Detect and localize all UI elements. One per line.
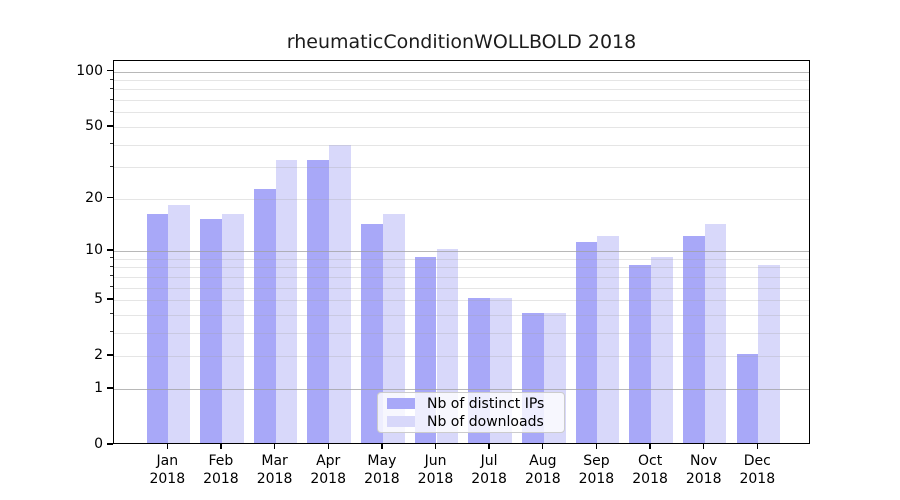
x-tick-jul bbox=[488, 444, 490, 449]
x-tick-apr bbox=[327, 444, 329, 449]
minor-gridline-70 bbox=[114, 100, 809, 102]
bar-feb-downloads bbox=[221, 213, 244, 443]
x-tick-label-mar: Mar 2018 bbox=[256, 453, 293, 487]
x-tick-label-feb: Feb 2018 bbox=[203, 453, 239, 487]
y-minor-tick-30 bbox=[110, 165, 113, 167]
y-minor-tick-8 bbox=[110, 265, 113, 267]
minor-gridline-40 bbox=[114, 144, 809, 146]
x-tick-label-apr: Apr 2018 bbox=[310, 453, 346, 487]
x-tick-jan bbox=[166, 444, 168, 449]
y-tick-100 bbox=[107, 69, 113, 72]
y-minor-tick-40 bbox=[110, 143, 113, 144]
legend-item-distinct-ips: Nb of distinct IPs bbox=[378, 395, 564, 412]
y-tick-label-5: 5 bbox=[94, 291, 103, 307]
legend-label-distinct-ips: Nb of distinct IPs bbox=[427, 395, 545, 412]
bar-dec-downloads bbox=[758, 265, 781, 443]
bar-apr-ips bbox=[307, 160, 330, 443]
major-gridline-10 bbox=[114, 251, 809, 252]
y-minor-tick-7 bbox=[110, 275, 113, 277]
x-tick-label-oct: Oct 2018 bbox=[632, 453, 668, 487]
major-gridline-1 bbox=[114, 388, 809, 390]
y-minor-tick-3 bbox=[110, 331, 113, 333]
minor-gridline-30 bbox=[114, 167, 809, 169]
y-tick-1 bbox=[107, 387, 113, 389]
minor-gridline-80 bbox=[114, 89, 809, 91]
minor-gridline-9 bbox=[114, 258, 809, 260]
x-tick-mar bbox=[273, 444, 276, 449]
legend-item-downloads: Nb of downloads bbox=[378, 413, 564, 430]
x-tick-dec bbox=[756, 444, 758, 449]
chart-title: rheumaticConditionWOLLBOLD 2018 bbox=[286, 31, 637, 53]
y-tick-label-0: 0 bbox=[94, 436, 103, 452]
x-tick-label-nov: Nov 2018 bbox=[685, 453, 722, 487]
x-tick-label-aug: Aug 2018 bbox=[524, 453, 561, 487]
y-minor-tick-80 bbox=[110, 87, 113, 89]
y-tick-50 bbox=[107, 125, 113, 127]
y-tick-label-100: 100 bbox=[76, 62, 103, 79]
x-tick-aug bbox=[542, 444, 544, 449]
minor-gridline-8 bbox=[114, 267, 809, 269]
legend: Nb of distinct IPs Nb of downloads bbox=[377, 392, 565, 433]
x-tick-label-jun: Jun 2018 bbox=[417, 453, 454, 487]
plot-area bbox=[113, 60, 810, 444]
legend-label-downloads: Nb of downloads bbox=[427, 413, 544, 430]
x-tick-nov bbox=[703, 444, 705, 449]
x-tick-feb bbox=[220, 444, 222, 449]
y-minor-tick-4 bbox=[110, 313, 113, 315]
x-tick-label-dec: Dec 2018 bbox=[739, 453, 776, 487]
x-tick-oct bbox=[649, 444, 651, 449]
y-minor-tick-70 bbox=[110, 98, 113, 100]
bar-may-ips bbox=[361, 223, 383, 443]
x-tick-may bbox=[381, 444, 383, 449]
minor-gridline-5 bbox=[114, 300, 809, 301]
bar-apr-downloads bbox=[329, 144, 352, 443]
y-tick-label-20: 20 bbox=[85, 189, 103, 206]
x-tick-sep bbox=[595, 444, 598, 449]
minor-gridline-3 bbox=[114, 332, 809, 334]
bar-mar-downloads bbox=[275, 160, 298, 443]
x-tick-label-jan: Jan 2018 bbox=[149, 453, 186, 487]
legend-swatch-distinct-ips bbox=[387, 398, 415, 409]
minor-gridline-4 bbox=[114, 314, 809, 316]
bar-sep-ips bbox=[575, 241, 598, 443]
y-tick-label-10: 10 bbox=[85, 242, 103, 258]
bar-mar-ips bbox=[253, 189, 276, 443]
y-tick-0 bbox=[107, 443, 113, 445]
y-tick-label-50: 50 bbox=[85, 117, 103, 134]
x-tick-label-may: May 2018 bbox=[364, 453, 400, 487]
y-minor-tick-60 bbox=[110, 110, 113, 112]
x-tick-label-sep: Sep 2018 bbox=[578, 453, 615, 487]
minor-gridline-7 bbox=[114, 276, 809, 278]
minor-gridline-20 bbox=[114, 198, 809, 200]
y-minor-tick-90 bbox=[110, 78, 113, 80]
y-tick-20 bbox=[107, 197, 113, 199]
y-tick-label-2: 2 bbox=[94, 347, 103, 364]
bar-nov-downloads bbox=[704, 223, 727, 443]
minor-gridline-6 bbox=[114, 287, 809, 289]
bar-jan-ips bbox=[146, 213, 169, 443]
y-tick-2 bbox=[107, 354, 113, 356]
minor-gridline-50 bbox=[114, 126, 809, 128]
legend-swatch-downloads bbox=[387, 416, 415, 427]
bar-dec-ips bbox=[736, 354, 759, 443]
x-tick-label-jul: Jul 2018 bbox=[471, 453, 507, 487]
bar-feb-ips bbox=[200, 218, 222, 443]
bar-nov-ips bbox=[682, 235, 705, 443]
bar-oct-downloads bbox=[651, 256, 673, 443]
x-tick-jun bbox=[434, 444, 437, 449]
minor-gridline-60 bbox=[114, 112, 809, 114]
bar-oct-ips bbox=[629, 265, 652, 443]
y-tick-label-1: 1 bbox=[94, 379, 103, 396]
y-minor-tick-9 bbox=[110, 257, 113, 259]
major-gridline-100 bbox=[114, 71, 809, 73]
y-minor-tick-6 bbox=[110, 286, 113, 288]
bar-sep-downloads bbox=[597, 235, 620, 443]
minor-gridline-2 bbox=[114, 356, 809, 358]
y-tick-5 bbox=[107, 298, 113, 300]
bar-may-downloads bbox=[382, 213, 405, 443]
y-tick-10 bbox=[107, 249, 113, 251]
minor-gridline-90 bbox=[114, 80, 809, 81]
bar-jan-downloads bbox=[168, 204, 191, 443]
